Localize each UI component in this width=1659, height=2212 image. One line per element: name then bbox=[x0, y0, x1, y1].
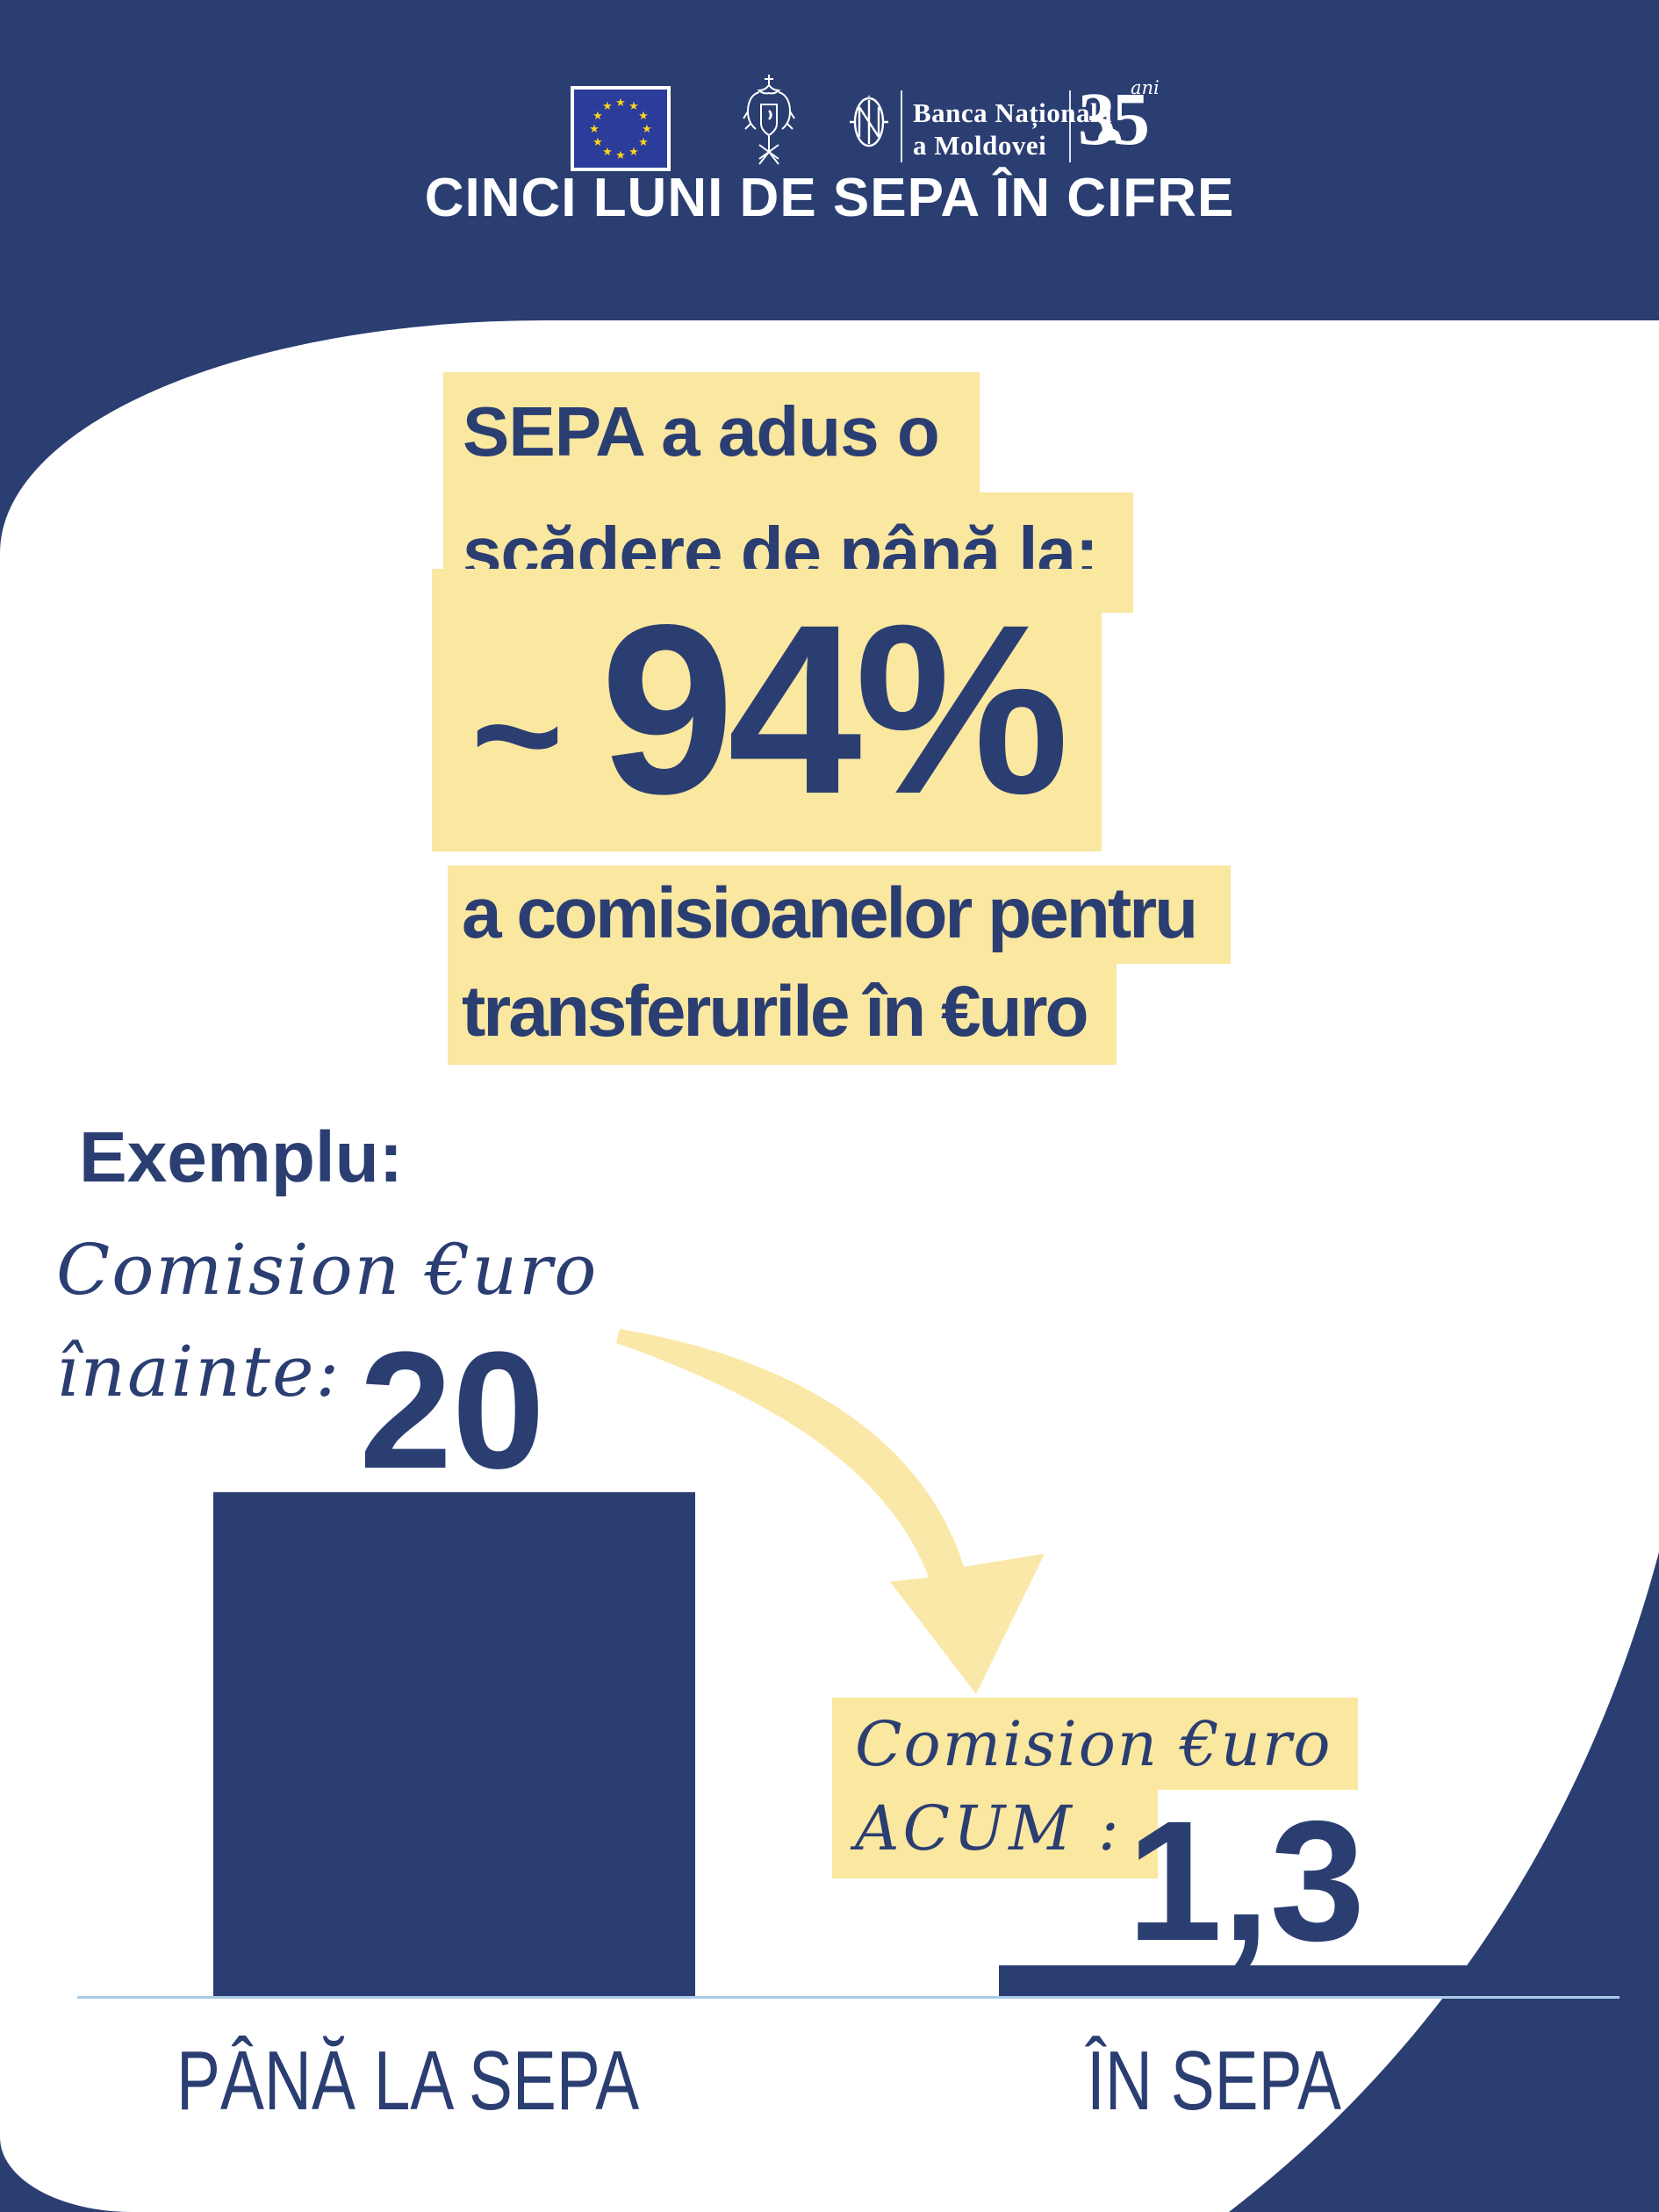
header-band: ★ ★ ★ ★ ★ ★ ★ ★ ★ ★ ★ ★ bbox=[0, 0, 1659, 320]
svg-text:★: ★ bbox=[602, 100, 613, 113]
before-commission-label-line1: Comision €uro bbox=[56, 1229, 599, 1311]
svg-text:★: ★ bbox=[638, 110, 649, 123]
approx-symbol: ~ bbox=[470, 646, 564, 823]
page-title: CINCI LUNI DE SEPA ÎN CIFRE bbox=[424, 168, 1235, 228]
svg-text:★: ★ bbox=[592, 110, 603, 123]
statement-line1: SEPA a adus o bbox=[443, 372, 980, 492]
after-commission-label-line2: ACUM : bbox=[832, 1790, 1158, 1878]
svg-text:★: ★ bbox=[589, 123, 600, 136]
before-commission-label-line2: înainte: bbox=[56, 1331, 341, 1412]
bar-pana-la-sepa bbox=[213, 1492, 695, 1998]
percent-value: 94% bbox=[600, 575, 1069, 844]
svg-text:★: ★ bbox=[638, 136, 649, 149]
svg-text:★: ★ bbox=[642, 123, 652, 136]
logo-divider bbox=[901, 90, 902, 162]
bank-name-line1: Banca Națională bbox=[913, 97, 1113, 128]
axis-label-in-sepa: ÎN SEPA bbox=[1087, 2034, 1341, 2128]
svg-text:★: ★ bbox=[592, 136, 603, 149]
svg-text:★: ★ bbox=[602, 146, 613, 159]
logo-divider bbox=[1069, 90, 1071, 162]
statement-line3: a comisioanelor pentru bbox=[448, 865, 1232, 964]
svg-text:★: ★ bbox=[628, 146, 639, 159]
anniversary-halfdisc-icon bbox=[1098, 128, 1121, 140]
eu-flag-icon: ★ ★ ★ ★ ★ ★ ★ ★ ★ ★ ★ ★ bbox=[571, 86, 671, 171]
svg-text:★: ★ bbox=[615, 97, 626, 110]
eu-flag-stars: ★ ★ ★★ ★★ ★★ ★★ ★★ bbox=[589, 97, 652, 162]
anniversary-35-logo: 35 bbox=[1078, 76, 1150, 161]
statement-line4: transferurile în €uro bbox=[448, 964, 1117, 1065]
bank-name-line2: a Moldovei bbox=[913, 130, 1047, 161]
anniversary-ani-label: ani bbox=[1131, 77, 1160, 98]
example-heading: Exemplu: bbox=[79, 1117, 404, 1197]
after-commission-label-line1: Comision €uro bbox=[832, 1698, 1359, 1790]
bank-name: Banca Națională a Moldovei bbox=[913, 97, 1112, 162]
after-commission-label: Comision €uro ACUM : bbox=[832, 1698, 1359, 1878]
bar-in-sepa bbox=[999, 1965, 1475, 1998]
moldova-coat-of-arms-icon bbox=[743, 75, 795, 165]
after-value-label: 1,3 bbox=[1127, 1785, 1366, 1977]
svg-text:★: ★ bbox=[628, 100, 639, 113]
chart-baseline bbox=[77, 1996, 1620, 1999]
svg-text:★: ★ bbox=[615, 149, 626, 162]
before-value-label: 20 bbox=[359, 1318, 545, 1504]
bnm-monogram-icon bbox=[850, 96, 888, 147]
percent-highlight-block: ~ 94% bbox=[432, 569, 1102, 851]
axis-label-pana-la-sepa: PÂNĂ LA SEPA bbox=[176, 2034, 640, 2128]
